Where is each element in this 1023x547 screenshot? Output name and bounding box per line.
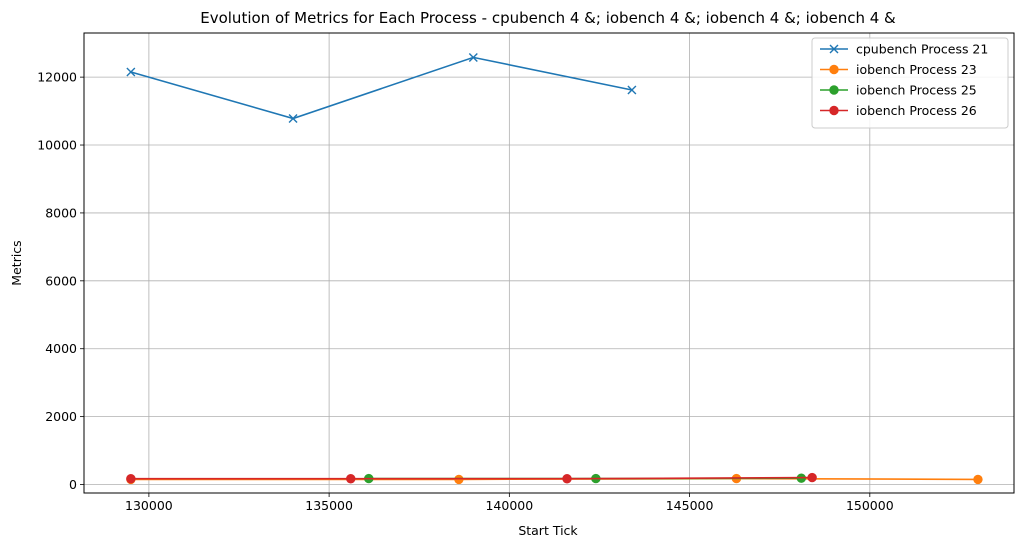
data-point (973, 474, 983, 485)
y-axis-label: Metrics (9, 240, 24, 285)
marker-stroke (468, 52, 478, 62)
x-tick-label: 145000 (666, 498, 714, 513)
y-tick-label: 6000 (45, 273, 77, 288)
y-tick-label: 4000 (45, 341, 77, 356)
y-tick-label: 2000 (45, 409, 77, 424)
legend-box (811, 37, 1009, 129)
data-point (468, 52, 478, 62)
data-point (288, 114, 298, 124)
legend-marker (829, 85, 839, 95)
legend-item: iobench Process 26 (820, 103, 977, 118)
x-tick-label: 150000 (846, 498, 894, 513)
legend: cpubench Process 21 iobench Process 23 iob… (811, 37, 1009, 129)
series-layer (126, 52, 983, 485)
data-point (126, 474, 136, 484)
plot-frame (83, 32, 1015, 494)
x-axis-label: Start Tick (518, 523, 578, 538)
x-tick-label: 140000 (485, 498, 533, 513)
series-1 (126, 52, 637, 124)
y-tick-label: 12000 (37, 70, 77, 85)
data-point (807, 472, 817, 483)
data-point (346, 474, 356, 484)
marker-stroke (627, 85, 637, 95)
legend-item: iobench Process 25 (820, 83, 977, 98)
marker-stroke (829, 44, 839, 54)
marker-stroke (288, 114, 298, 124)
x-axis-ticks: 130000 135000 140000 145000 150000 (125, 493, 894, 513)
x-tick-label: 135000 (305, 498, 353, 513)
legend-item: cpubench Process 21 (820, 42, 988, 57)
legend-marker (829, 105, 839, 116)
legend-label: cpubench Process 21 (856, 42, 988, 57)
y-axis-ticks: 0 2000 4000 6000 8000 10000 12000 (37, 70, 84, 492)
legend-label: iobench Process 26 (856, 103, 977, 118)
data-point (627, 85, 637, 95)
y-tick-label: 8000 (45, 205, 77, 220)
data-point (562, 474, 572, 484)
legend-label: iobench Process 23 (856, 62, 977, 77)
series-line (130, 476, 813, 480)
grid-lines (84, 33, 1014, 493)
series-4 (126, 472, 817, 484)
legend-item: iobench Process 23 (820, 62, 977, 77)
y-tick-label: 10000 (37, 138, 77, 153)
x-tick-label: 130000 (125, 498, 173, 513)
series-line (130, 56, 633, 120)
legend-marker (829, 44, 839, 54)
data-point (126, 67, 136, 77)
marker-stroke (126, 67, 136, 77)
legend-marker (829, 64, 839, 75)
y-tick-label: 0 (69, 477, 77, 492)
chart-title: Evolution of Metrics for Each Process - … (200, 9, 896, 27)
legend-label: iobench Process 25 (856, 83, 977, 98)
